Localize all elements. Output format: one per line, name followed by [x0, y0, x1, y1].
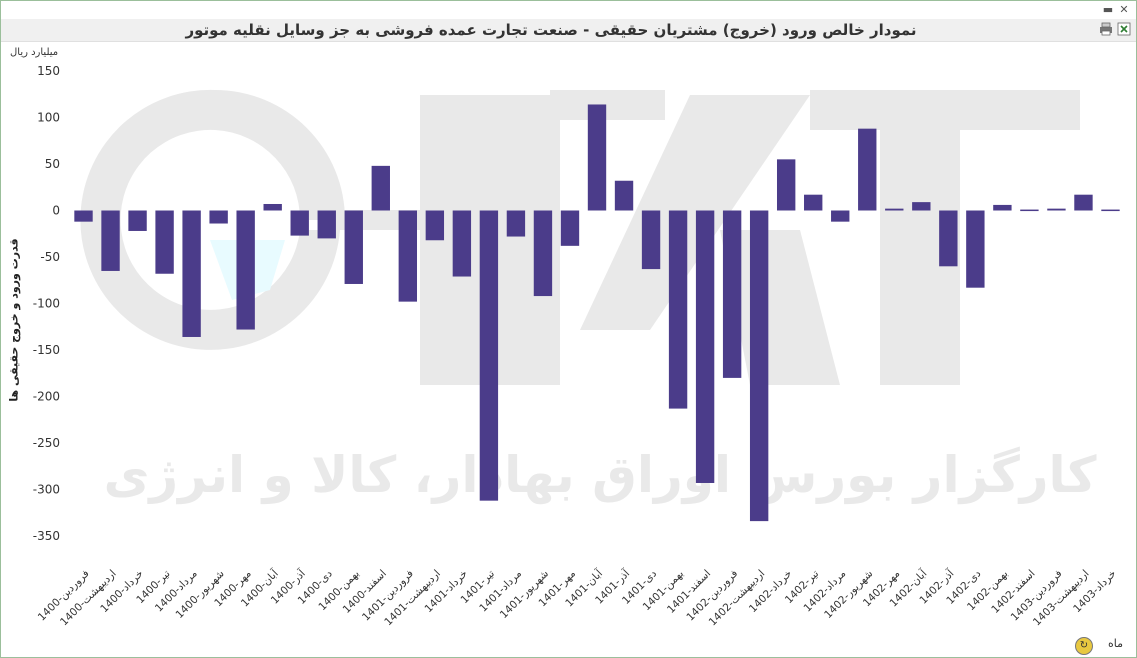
y-tick-label: -350 — [33, 529, 60, 543]
refresh-icon[interactable]: ↻ — [1075, 637, 1093, 655]
bar[interactable] — [885, 208, 904, 211]
print-icon[interactable] — [1099, 22, 1113, 36]
y-tick-label: -100 — [33, 297, 60, 311]
bar[interactable] — [533, 210, 553, 297]
y-tick-label: -150 — [33, 343, 60, 357]
y-tick-label: 150 — [37, 64, 60, 78]
chart-title: نمودار خالص ورود (خروج) مشتریان حقیقی - … — [185, 21, 917, 39]
bar[interactable] — [560, 210, 580, 246]
y-tick-label: -250 — [33, 436, 60, 450]
excel-export-icon[interactable] — [1117, 22, 1131, 36]
bar[interactable] — [236, 210, 255, 330]
y-tick-label: -50 — [40, 250, 60, 264]
bar[interactable] — [263, 203, 282, 211]
bar[interactable] — [695, 210, 715, 483]
bar[interactable] — [371, 165, 390, 211]
bar[interactable] — [668, 210, 688, 409]
bar[interactable] — [1074, 194, 1093, 211]
bar[interactable] — [912, 202, 931, 211]
bar[interactable] — [155, 210, 174, 274]
y-axis-unit: میلیارد ریال — [10, 47, 59, 58]
minimize-button[interactable]: ▬ — [1102, 3, 1114, 16]
bar[interactable] — [101, 210, 120, 271]
bar[interactable] — [479, 210, 499, 501]
close-button[interactable]: ✕ — [1119, 3, 1129, 16]
y-tick-label: -200 — [33, 390, 60, 404]
bar[interactable] — [831, 210, 850, 222]
bar[interactable] — [452, 210, 472, 277]
period-label: ماه — [1107, 637, 1123, 650]
bar[interactable] — [344, 210, 363, 284]
bar[interactable] — [614, 180, 634, 211]
bar[interactable] — [398, 210, 418, 302]
y-tick-label: 0 — [52, 204, 60, 218]
bar[interactable] — [587, 104, 607, 211]
bar[interactable] — [776, 159, 796, 211]
bar[interactable] — [1101, 209, 1120, 212]
bar[interactable] — [804, 194, 823, 211]
bar[interactable] — [993, 204, 1012, 211]
bar[interactable] — [209, 210, 228, 224]
bar[interactable] — [290, 210, 309, 236]
bar[interactable] — [1020, 209, 1039, 212]
bar[interactable] — [641, 210, 661, 270]
bar[interactable] — [74, 210, 93, 222]
bar[interactable] — [317, 210, 336, 239]
bar[interactable] — [425, 210, 445, 241]
bar[interactable] — [722, 210, 742, 378]
y-tick-label: 50 — [45, 157, 60, 171]
y-tick-label: 100 — [37, 111, 60, 125]
bar[interactable] — [506, 210, 526, 237]
bar[interactable] — [1047, 208, 1066, 211]
bar[interactable] — [858, 128, 877, 211]
bar[interactable] — [966, 210, 985, 288]
y-tick-label: -300 — [33, 483, 60, 497]
bar[interactable] — [128, 210, 147, 231]
bar[interactable] — [749, 210, 769, 522]
bar[interactable] — [939, 210, 958, 267]
chart-title-bar: نمودار خالص ورود (خروج) مشتریان حقیقی - … — [1, 19, 1136, 42]
bar[interactable] — [182, 210, 201, 337]
